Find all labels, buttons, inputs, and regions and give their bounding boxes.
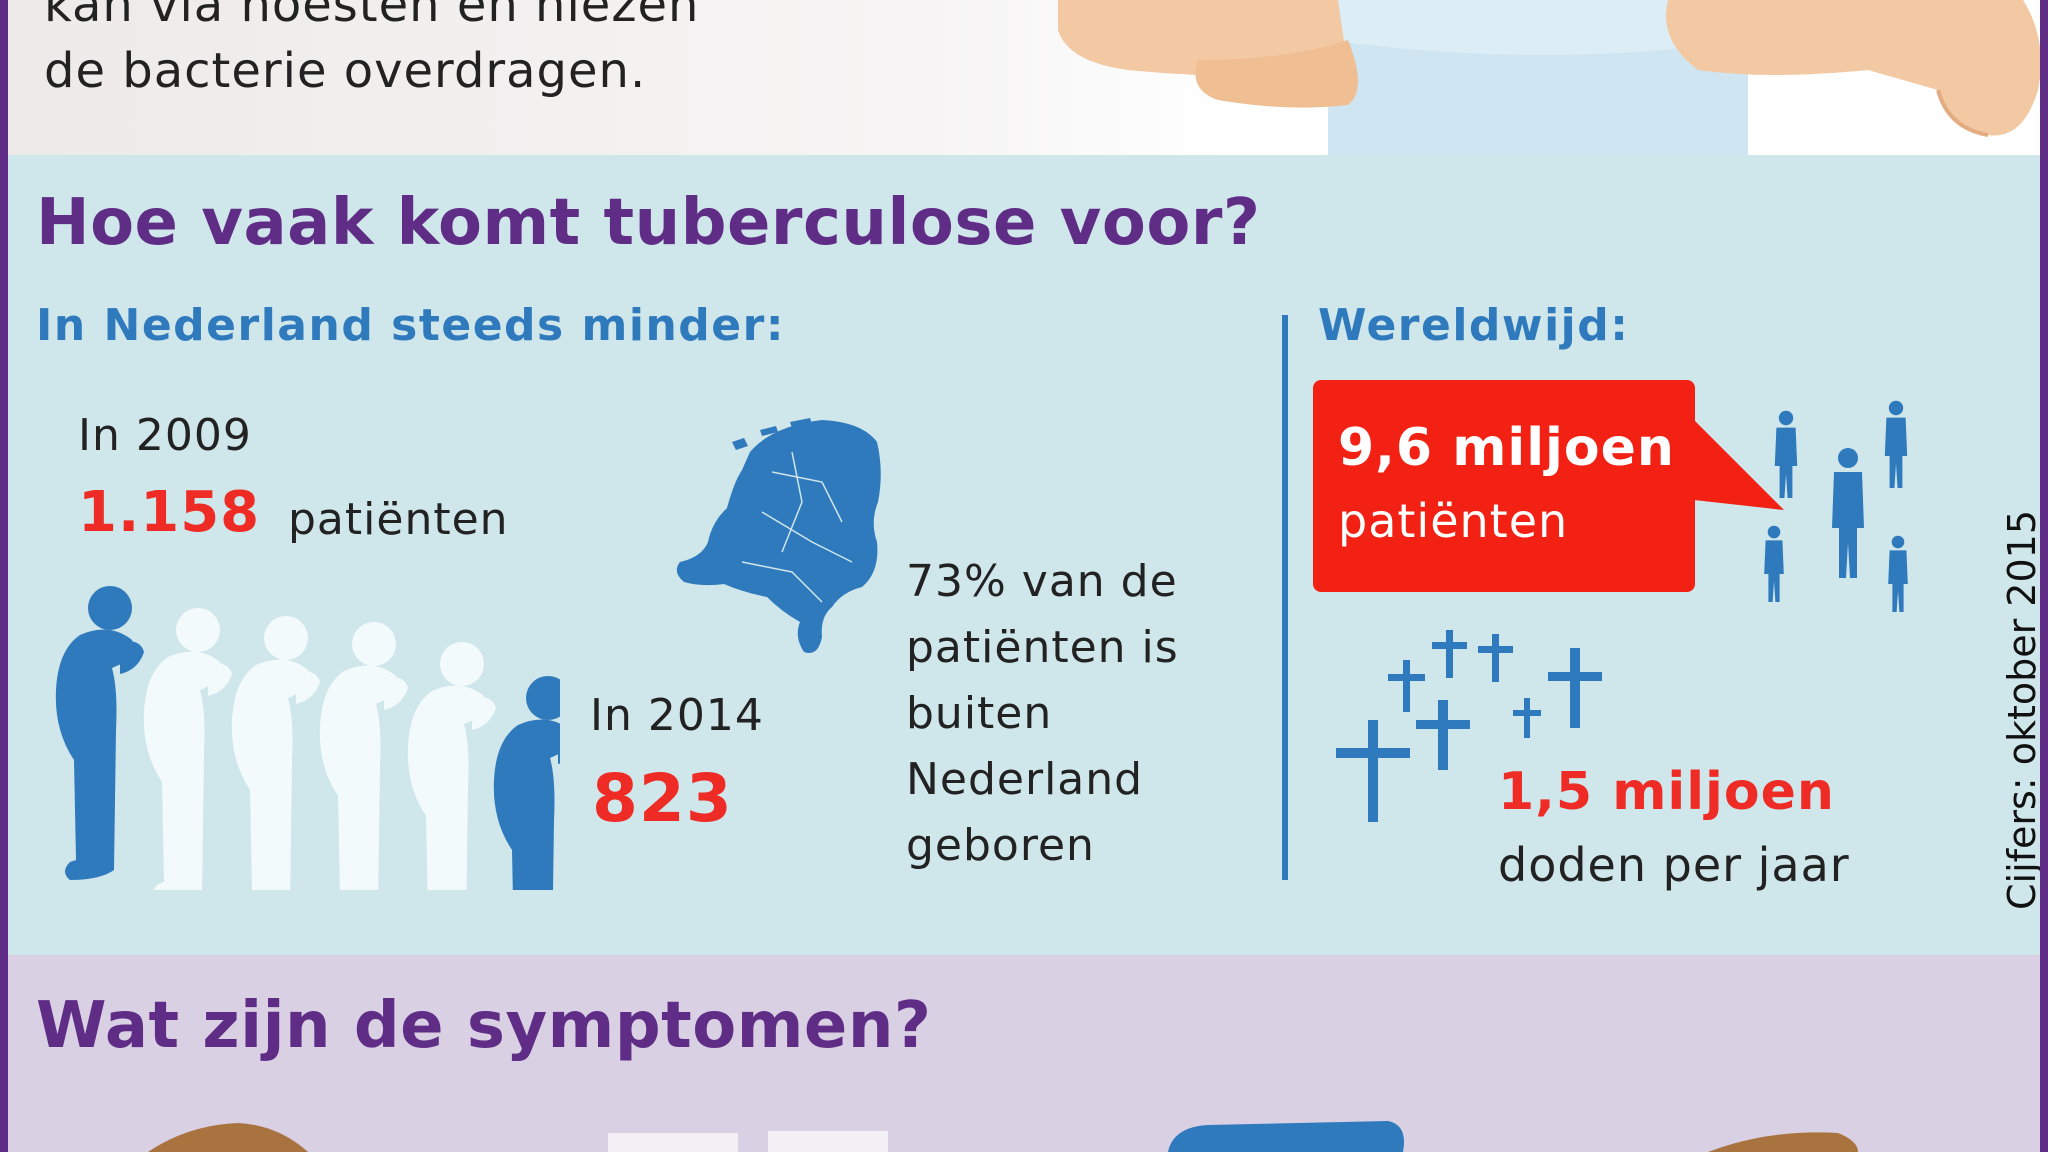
worldwide-heading: Wereldwijd: [1318,300,1630,351]
cross-icon [1388,660,1425,712]
cross-icon [1416,700,1470,770]
symptoms-section: Wat zijn de symptomen? [8,955,2040,1152]
born-abroad-line-4: Nederland [906,754,1144,805]
coughing-person-icon [493,676,560,890]
coughing-person-icon [231,616,320,890]
cross-icon [1513,698,1541,738]
cross-icon [1548,648,1602,728]
intro-text: kan via hoesten en niezen de bacterie ov… [44,0,699,104]
intro-section: kan via hoesten en niezen de bacterie ov… [8,0,2041,155]
worldwide-patients-bubble [1313,380,1695,592]
cross-icon [1478,634,1513,682]
intro-line-1: kan via hoesten en niezen [44,0,700,33]
frame-border-left [0,0,8,1152]
frequency-title: Hoe vaak komt tuberculose voor? [36,186,1261,260]
netherlands-map-icon [676,418,881,653]
born-abroad-line-2: patiënten is [906,622,1179,673]
coughing-person-icon [407,642,496,890]
frame-border-right [2040,0,2048,1152]
born-abroad-line-3: buiten [906,688,1053,739]
deaths-label: doden per jaar [1498,838,1850,892]
coughing-people-row [55,586,560,890]
crowd-icon [1764,400,1908,612]
coughing-person-icon [55,586,144,880]
count-2014: 823 [592,760,733,837]
coughing-person-icon [319,622,408,890]
patients-label-2009: patiënten [288,494,509,545]
count-2009: 1.158 [78,480,261,545]
bubble-tail [1694,420,1784,510]
born-abroad-line-5: geboren [906,820,1095,871]
year-2014-label: In 2014 [590,690,764,741]
cross-icon [1336,720,1410,822]
source-note: Cijfers: oktober 2015 [2000,509,2044,911]
worldwide-patients-number: 9,6 miljoen [1338,418,1675,478]
year-2009-label: In 2009 [78,410,252,461]
crosses-group [1336,630,1602,822]
symptoms-title: Wat zijn de symptomen? [36,989,932,1063]
worldwide-patients-label: patiënten [1338,494,1569,548]
person-illustration [1058,0,2041,155]
coughing-person-icon [143,608,232,890]
netherlands-heading: In Nederland steeds minder: [36,300,785,351]
symptoms-illustrations [148,1121,1858,1152]
intro-line-2: de bacterie overdragen. [44,43,647,99]
born-abroad-line-1: 73% van de [906,556,1178,607]
section-divider [1282,315,1288,880]
deaths-number: 1,5 miljoen [1498,762,1835,822]
cross-icon [1432,630,1467,678]
